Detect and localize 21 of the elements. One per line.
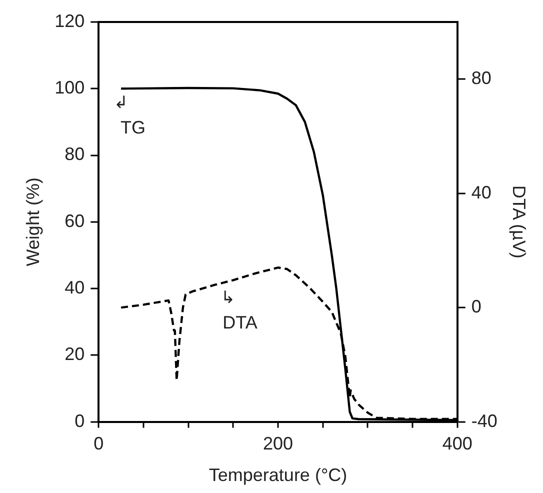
- x-tick-label: 0: [94, 434, 104, 454]
- y2-tick-label: -40: [471, 410, 498, 431]
- y-tick-label: 100: [54, 78, 85, 98]
- y2-tick-label: 80: [471, 68, 492, 88]
- x-tick-label: 400: [442, 434, 472, 454]
- annotation: ↳: [220, 288, 236, 308]
- x-axis-title: Temperature (°C): [208, 465, 348, 486]
- y-axis-title: Weight (%): [22, 178, 43, 266]
- series-label: DTA: [222, 312, 258, 333]
- y-tick-label: 20: [64, 344, 85, 364]
- y-tick-label: 0: [74, 410, 85, 431]
- x-tick-label: 200: [262, 434, 294, 454]
- y-tick-label: 80: [64, 144, 85, 164]
- y2-axis-title: DTA (µV): [509, 185, 530, 258]
- y2-tick-label: 40: [471, 182, 492, 202]
- y2-tick-label: 0: [471, 296, 482, 317]
- y-tick-label: 120: [54, 10, 85, 31]
- y-tick-label: 40: [64, 278, 85, 298]
- series-label: TG: [120, 118, 146, 138]
- y-tick-label: 60: [64, 210, 85, 231]
- annotation: ↲: [114, 93, 128, 114]
